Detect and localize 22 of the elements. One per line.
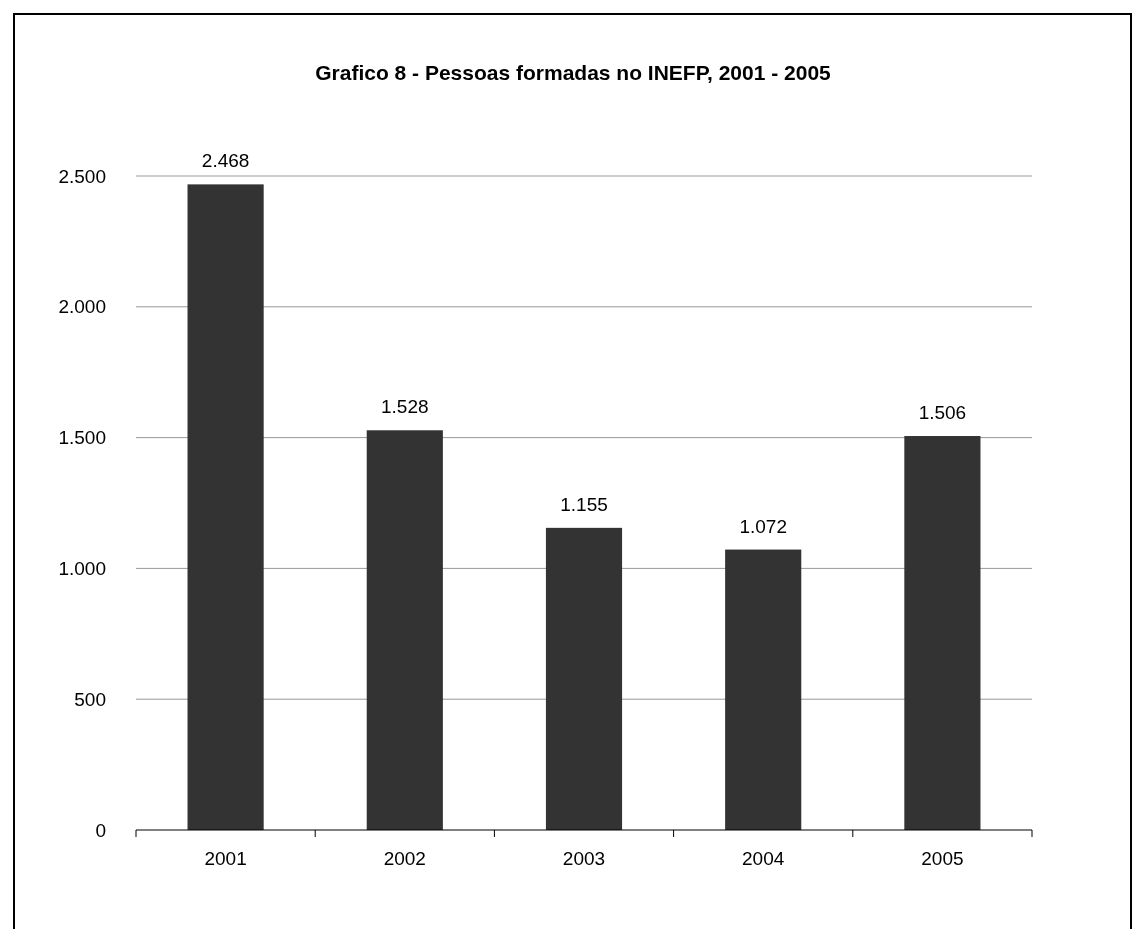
y-tick-label: 500 (74, 688, 106, 710)
y-tick-label: 1.500 (58, 427, 106, 449)
x-tick-label: 2001 (204, 848, 247, 869)
x-tick-label: 2004 (742, 848, 785, 869)
data-label: 2.468 (201, 150, 250, 172)
x-tick-label: 2002 (383, 848, 426, 869)
data-label: 1.528 (381, 396, 429, 418)
chart-title: Grafico 8 - Pessoas formadas no INEFP, 2001 - 2005 (315, 61, 832, 84)
bar (366, 430, 443, 830)
x-tick-label: 2003 (562, 848, 606, 869)
data-label: 1.506 (918, 402, 967, 424)
y-tick-label: 0 (95, 819, 106, 841)
y-tick-label: 2.000 (58, 296, 106, 318)
y-tick-label: 1.000 (58, 558, 106, 580)
bar (725, 549, 802, 830)
data-label: 1.155 (560, 493, 608, 515)
bar (904, 436, 981, 830)
bar (187, 184, 264, 830)
data-label: 1.072 (739, 515, 787, 537)
y-tick-label: 2.500 (58, 165, 106, 187)
x-tick-label: 2005 (921, 848, 964, 869)
bar (545, 527, 623, 830)
